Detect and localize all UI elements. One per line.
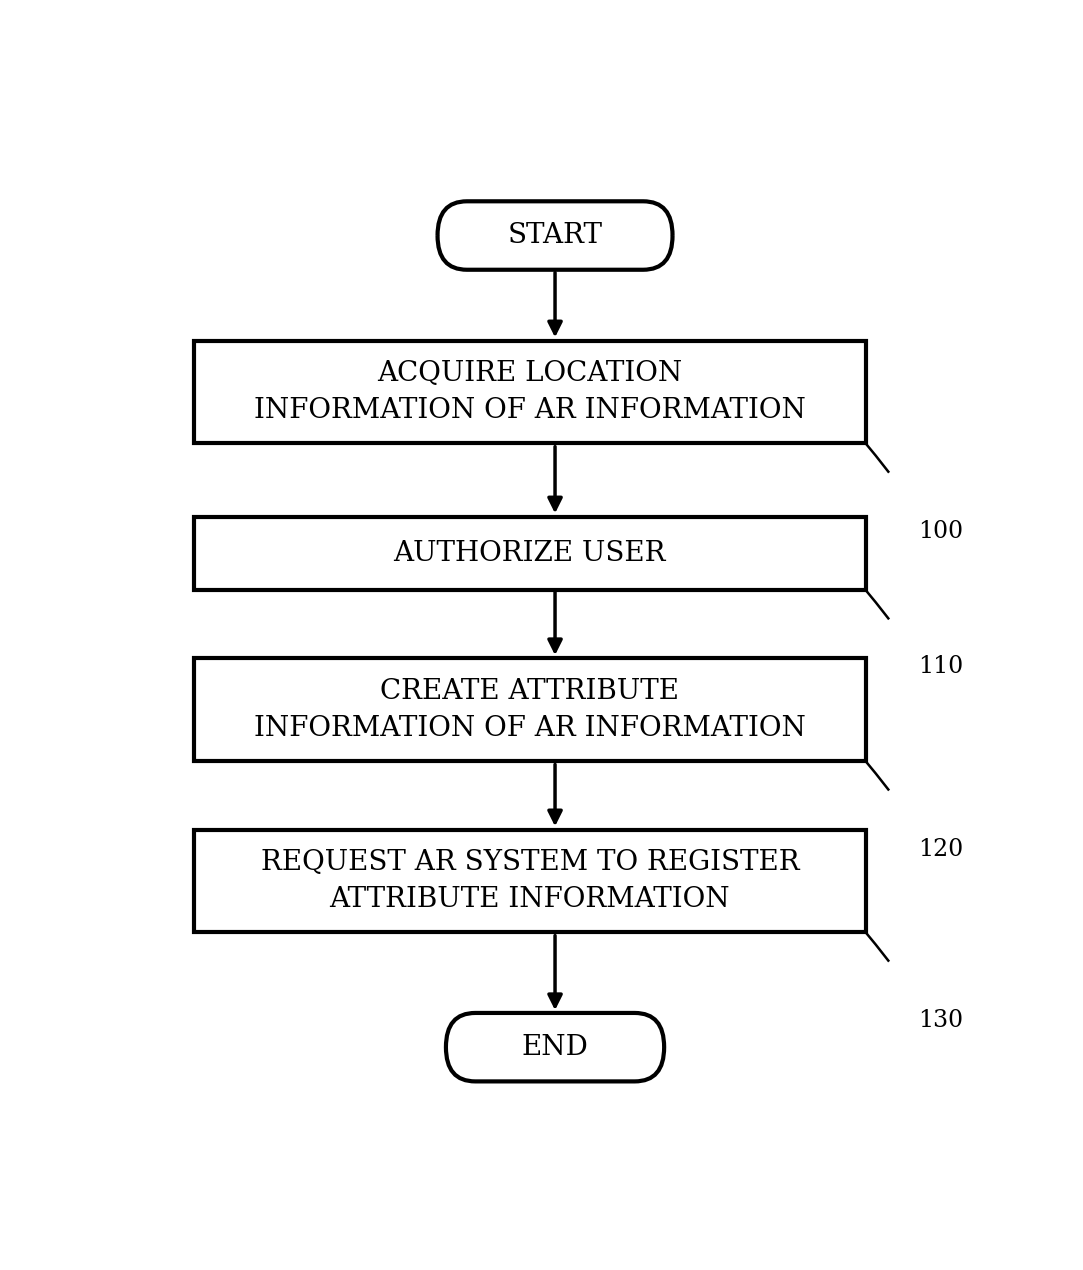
- Text: AUTHORIZE USER: AUTHORIZE USER: [393, 540, 666, 566]
- Text: REQUEST AR SYSTEM TO REGISTER
ATTRIBUTE INFORMATION: REQUEST AR SYSTEM TO REGISTER ATTRIBUTE …: [261, 848, 799, 913]
- FancyBboxPatch shape: [194, 658, 865, 761]
- Text: 130: 130: [918, 1008, 964, 1031]
- Text: START: START: [508, 222, 602, 249]
- Text: ACQUIRE LOCATION
INFORMATION OF AR INFORMATION: ACQUIRE LOCATION INFORMATION OF AR INFOR…: [253, 359, 806, 424]
- FancyBboxPatch shape: [194, 829, 865, 932]
- FancyBboxPatch shape: [194, 517, 865, 591]
- FancyBboxPatch shape: [438, 202, 673, 269]
- Text: 100: 100: [918, 519, 964, 542]
- Text: 120: 120: [918, 838, 964, 861]
- Text: END: END: [522, 1034, 588, 1060]
- FancyBboxPatch shape: [194, 340, 865, 443]
- FancyBboxPatch shape: [446, 1013, 664, 1082]
- Text: 110: 110: [918, 655, 964, 678]
- Text: CREATE ATTRIBUTE
INFORMATION OF AR INFORMATION: CREATE ATTRIBUTE INFORMATION OF AR INFOR…: [253, 678, 806, 742]
